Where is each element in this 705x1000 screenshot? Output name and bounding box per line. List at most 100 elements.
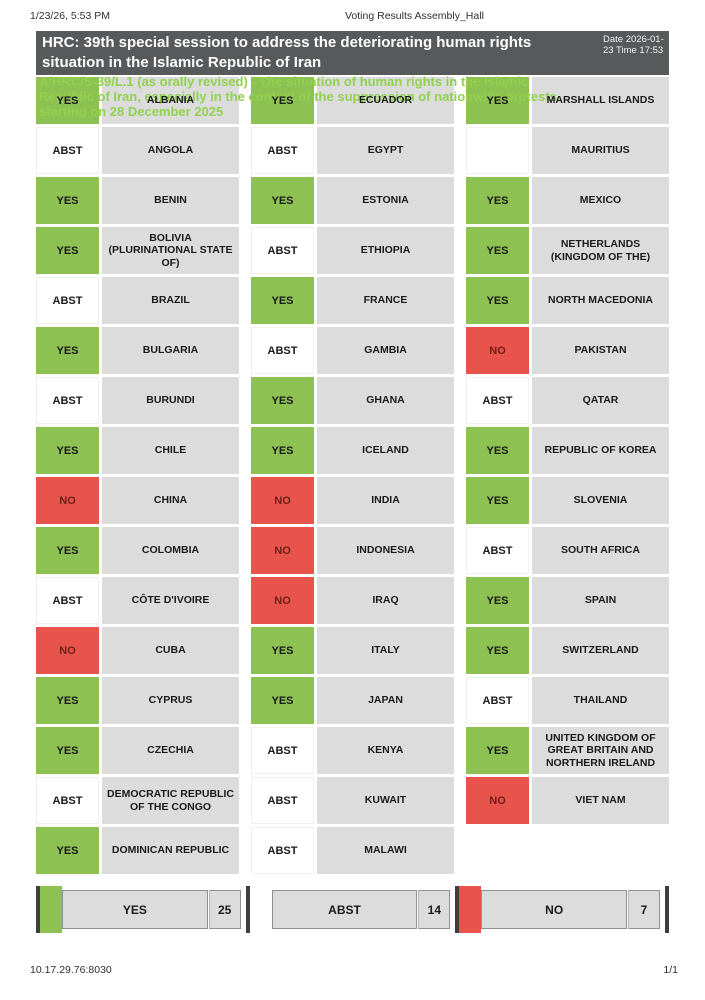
vote-value: YES	[486, 744, 509, 757]
summary-count-value: 25	[217, 902, 232, 917]
country-vote-group: ABST QATAR	[466, 377, 669, 424]
vote-cell: YES	[36, 327, 99, 374]
country-name: ANGOLA	[147, 144, 194, 157]
vote-cell: YES	[251, 277, 314, 324]
vote-value: ABST	[267, 844, 298, 857]
session-header: HRC: 39th special session to address the…	[36, 31, 669, 75]
summary-label: YES	[62, 890, 208, 929]
vote-value: ABST	[52, 594, 83, 607]
country-vote-group: NO CUBA	[36, 627, 239, 674]
country-name: UNITED KINGDOM OF GREAT BRITAIN AND NORT…	[545, 732, 656, 769]
vote-value: NO	[274, 594, 291, 607]
country-vote-group: ABST CÔTE D'IVOIRE	[36, 577, 239, 624]
country-vote-group: NO INDONESIA	[251, 527, 454, 574]
vote-value: YES	[486, 494, 509, 507]
country-name: MARSHALL ISLANDS	[546, 94, 655, 107]
vote-cell: ABST	[36, 277, 99, 324]
vote-value: ABST	[482, 694, 513, 707]
vote-value: ABST	[267, 744, 298, 757]
country-vote-group: YES ITALY	[251, 627, 454, 674]
country-vote-group: ABST BURUNDI	[36, 377, 239, 424]
country-cell: SPAIN	[532, 577, 669, 624]
vote-cell: YES	[466, 627, 529, 674]
table-row: YES ALBANIA YES ECUADOR YES MARSHALL ISLANDS	[36, 77, 669, 124]
table-row: YES CHILE YES ICELAND YES REPUBLIC OF KOREA	[36, 427, 669, 474]
country-vote-group: YES CHILE	[36, 427, 239, 474]
vote-value: YES	[486, 94, 509, 107]
country-cell: PAKISTAN	[532, 327, 669, 374]
vote-cell: ABST	[36, 127, 99, 174]
table-row: ABST BURUNDI YES GHANA ABST QATAR	[36, 377, 669, 424]
vote-value: YES	[271, 94, 294, 107]
country-vote-group: YES SPAIN	[466, 577, 669, 624]
country-name: SLOVENIA	[573, 494, 628, 507]
country-vote-group: YES SLOVENIA	[466, 477, 669, 524]
country-cell: NETHERLANDS (KINGDOM OF THE)	[532, 227, 669, 274]
country-cell: JAPAN	[317, 677, 454, 724]
country-vote-group: NO VIET NAM	[466, 777, 669, 824]
country-name: CHILE	[154, 444, 187, 457]
table-row: NO CUBA YES ITALY YES SWITZERLAND	[36, 627, 669, 674]
country-name: SPAIN	[584, 594, 617, 607]
country-cell: CÔTE D'IVOIRE	[102, 577, 239, 624]
vote-cell: ABST	[251, 827, 314, 874]
country-name: ECUADOR	[358, 94, 413, 107]
vote-cell: NO	[466, 327, 529, 374]
country-name: CYPRUS	[148, 694, 193, 707]
table-row: ABST CÔTE D'IVOIRE NO IRAQ YES SPAIN	[36, 577, 669, 624]
vote-value: YES	[56, 444, 79, 457]
vote-cell: YES	[36, 677, 99, 724]
country-name: MAURITIUS	[571, 144, 630, 157]
vote-cell: YES	[251, 427, 314, 474]
country-name: MALAWI	[364, 844, 407, 857]
country-vote-group: YES NETHERLANDS (KINGDOM OF THE)	[466, 227, 669, 274]
country-name: VIET NAM	[575, 794, 626, 807]
summary-label: ABST	[271, 890, 418, 929]
country-cell: CZECHIA	[102, 727, 239, 774]
country-cell: INDIA	[317, 477, 454, 524]
country-vote-group: YES BULGARIA	[36, 327, 239, 374]
country-cell: BRAZIL	[102, 277, 239, 324]
vote-value: NO	[59, 644, 76, 657]
country-vote-group: ABST SOUTH AFRICA	[466, 527, 669, 574]
vote-cell: ABST	[36, 777, 99, 824]
vote-value: YES	[271, 294, 294, 307]
session-title: HRC: 39th special session to address the…	[42, 34, 532, 71]
country-name: BENIN	[154, 194, 187, 207]
country-vote-group: YES BOLIVIA (PLURINATIONAL STATE OF)	[36, 227, 239, 274]
country-vote-group: NO PAKISTAN	[466, 327, 669, 374]
country-name: QATAR	[582, 394, 619, 407]
country-cell: CHILE	[102, 427, 239, 474]
vote-value: YES	[56, 344, 79, 357]
session-date-time: Date 2026-01-23 Time 17:53	[603, 34, 664, 57]
country-vote-group: YES REPUBLIC OF KOREA	[466, 427, 669, 474]
vote-value: YES	[56, 194, 79, 207]
summary-divider-bar	[455, 886, 460, 933]
country-vote-group: ABST DEMOCRATIC REPUBLIC OF THE CONGO	[36, 777, 239, 824]
vote-value: YES	[486, 244, 509, 257]
country-vote-group: ABST BRAZIL	[36, 277, 239, 324]
vote-cell: ABST	[36, 577, 99, 624]
vote-value: ABST	[267, 244, 298, 257]
table-row: YES DOMINICAN REPUBLIC ABST MALAWI	[36, 827, 669, 874]
vote-value: YES	[56, 744, 79, 757]
country-name: NETHERLANDS (KINGDOM OF THE)	[550, 238, 651, 263]
country-vote-group: YES SWITZERLAND	[466, 627, 669, 674]
vote-cell: YES	[36, 527, 99, 574]
vote-value: YES	[56, 694, 79, 707]
summary-end-bar	[665, 886, 670, 933]
vote-value: YES	[271, 694, 294, 707]
vote-value: ABST	[52, 394, 83, 407]
country-cell: THAILAND	[532, 677, 669, 724]
vote-cell: YES	[466, 477, 529, 524]
country-name: ITALY	[371, 644, 400, 657]
vote-cell: NO	[251, 477, 314, 524]
country-cell: MARSHALL ISLANDS	[532, 77, 669, 124]
country-cell: CYPRUS	[102, 677, 239, 724]
vote-cell: YES	[466, 77, 529, 124]
vote-cell: YES	[36, 827, 99, 874]
country-cell: BENIN	[102, 177, 239, 224]
vote-cell: ABST	[251, 727, 314, 774]
vote-value: YES	[486, 594, 509, 607]
summary-abst-group: ABST 14	[245, 886, 451, 933]
